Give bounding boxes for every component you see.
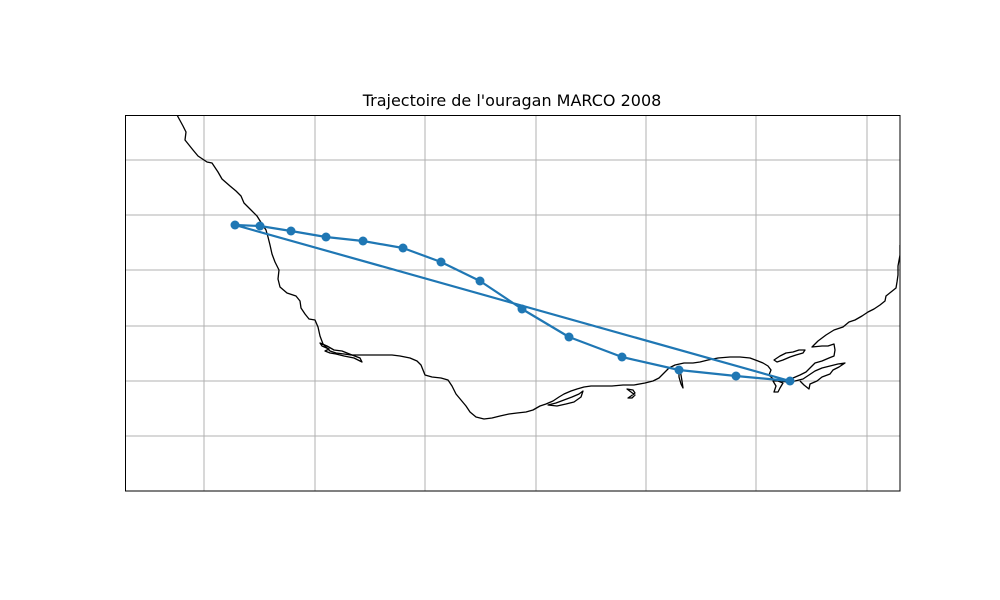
coastline-islet — [547, 390, 584, 407]
track-point — [785, 376, 795, 386]
track-point — [255, 221, 265, 231]
coastline-islet — [319, 342, 363, 363]
track-point — [731, 371, 741, 381]
hurricane-track — [230, 220, 795, 386]
coastline-islet — [626, 388, 636, 399]
track-point — [358, 236, 368, 246]
track-point — [398, 243, 408, 253]
track-point — [230, 220, 240, 230]
track-point — [564, 332, 574, 342]
map-axes — [125, 115, 901, 492]
coastline-islet — [678, 367, 684, 389]
coastline-east — [785, 245, 900, 382]
track-point — [674, 365, 684, 375]
gridlines — [125, 115, 900, 491]
map-title: Trajectoire de l'ouragan MARCO 2008 — [362, 91, 662, 110]
track-point — [321, 232, 331, 242]
track-point — [617, 352, 627, 362]
coastline-north-shore — [773, 349, 806, 363]
coastline-peninsula — [772, 380, 784, 393]
coastline — [176, 115, 900, 420]
track-point — [436, 257, 446, 267]
track-point — [475, 276, 485, 286]
map-frame — [125, 115, 901, 492]
track-point — [517, 304, 527, 314]
track-point — [286, 226, 296, 236]
coastline-mainland — [176, 115, 846, 420]
